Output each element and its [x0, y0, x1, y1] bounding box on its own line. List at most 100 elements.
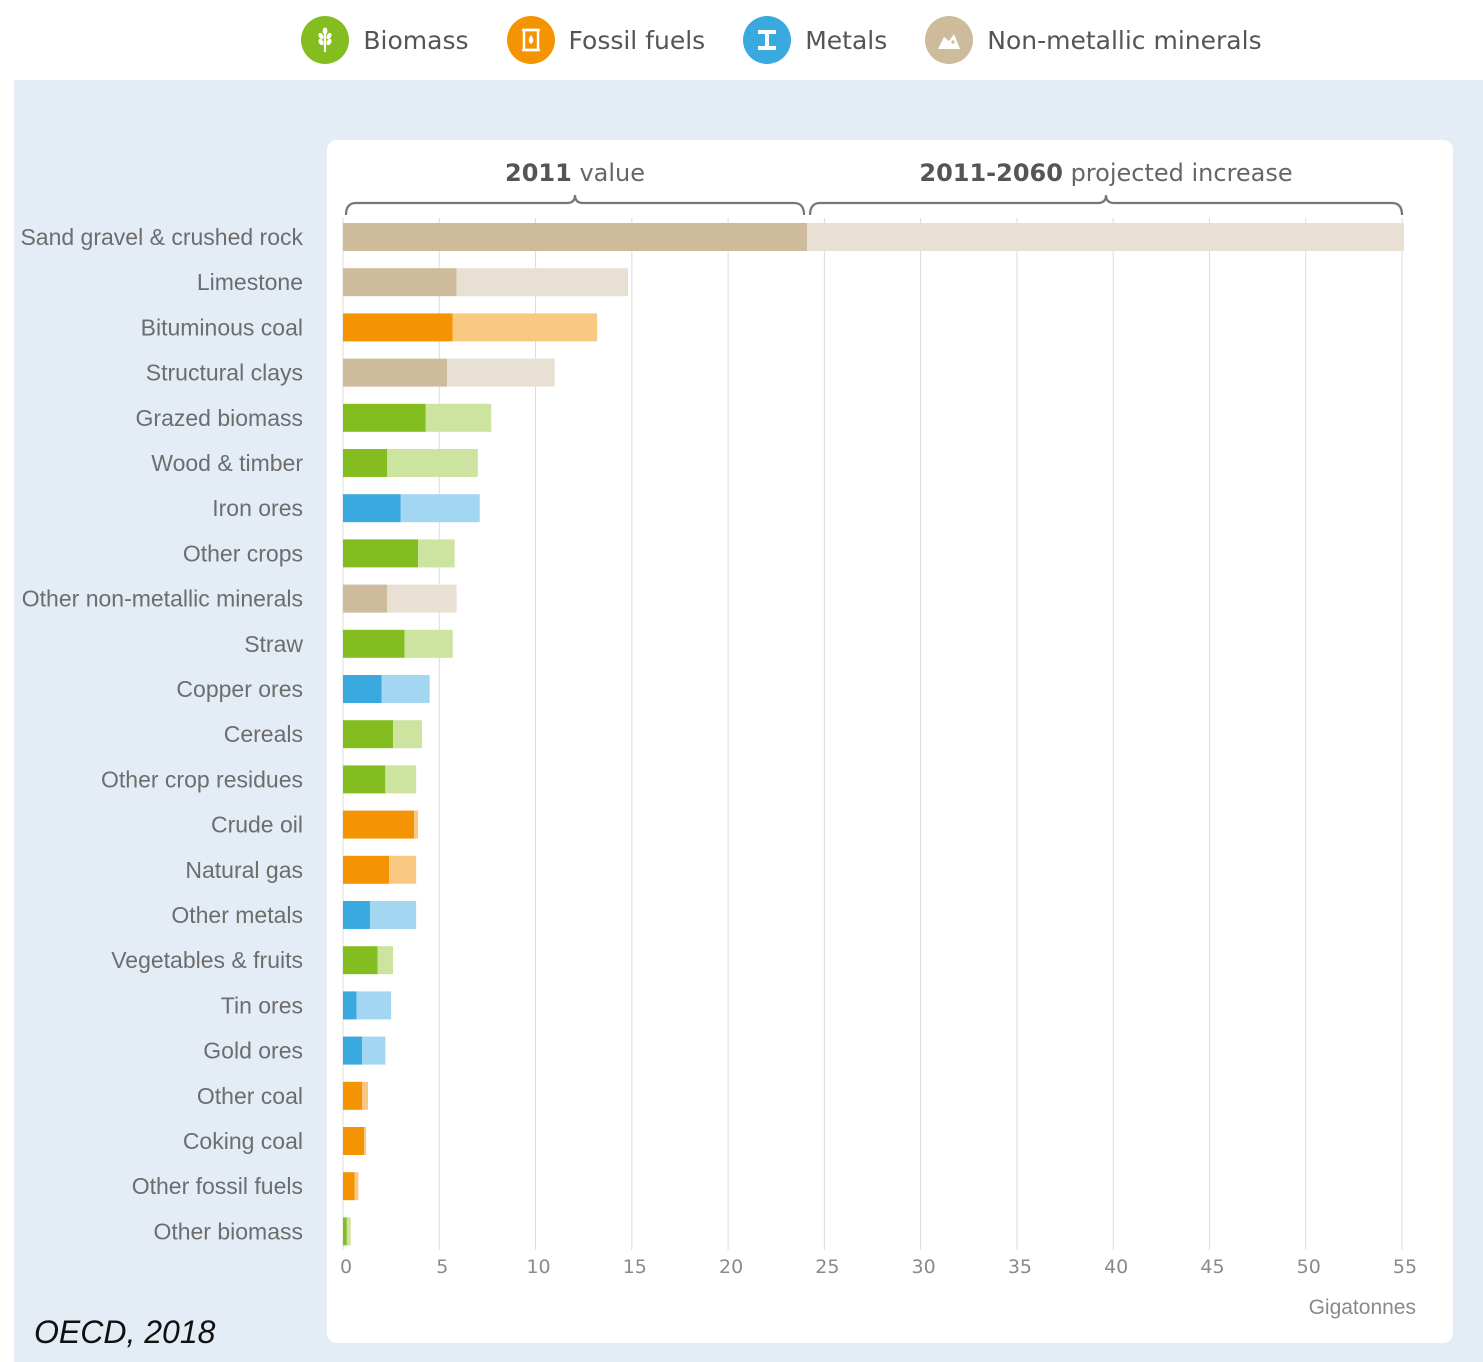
x-tick-label: 20: [719, 1256, 743, 1278]
bar-projected-increase: [456, 268, 628, 297]
legend-item-non-metallic-minerals: Non-metallic minerals: [925, 16, 1262, 64]
bar-2011-value: [343, 1036, 363, 1065]
category-label: Other metals: [171, 902, 303, 928]
bar-2011-value: [343, 810, 415, 839]
bar-projected-increase: [362, 1081, 369, 1110]
bar-projected-increase: [385, 765, 417, 794]
bar-projected-increase: [807, 223, 1404, 251]
bar-2011-value: [343, 1172, 355, 1201]
bar-projected-increase: [356, 991, 392, 1020]
category-label: Copper ores: [176, 676, 303, 702]
bar-2011-value: [343, 223, 808, 251]
bar-projected-increase: [446, 358, 555, 387]
bar-projected-increase: [425, 403, 492, 432]
bar-projected-increase: [452, 313, 598, 342]
category-label: Vegetables & fruits: [111, 947, 303, 973]
bar-2011-value: [343, 449, 388, 477]
legend-item-metals: Metals: [743, 16, 887, 64]
x-tick-label: 25: [815, 1256, 839, 1278]
category-label: Bituminous coal: [141, 314, 303, 340]
bar-projected-increase: [400, 494, 480, 523]
legend-label: Non-metallic minerals: [987, 25, 1262, 55]
bar-2011-value: [343, 675, 382, 703]
legend-item-fossil-fuels: Fossil fuels: [506, 16, 706, 64]
bar-2011-value: [343, 403, 426, 432]
bar-2011-value: [343, 268, 457, 297]
category-label: Other coal: [197, 1083, 303, 1109]
bar-2011-value: [343, 313, 453, 342]
x-tick-label: 10: [526, 1256, 550, 1278]
category-label: Crude oil: [211, 812, 303, 838]
category-label: Gold ores: [203, 1038, 303, 1064]
bar-projected-increase: [369, 901, 417, 929]
bar-projected-increase: [418, 539, 455, 568]
bar-2011-value: [343, 991, 357, 1020]
bar-2011-value: [343, 539, 419, 568]
bar-projected-increase: [414, 810, 419, 839]
bar-2011-value: [343, 1217, 347, 1246]
bracket-label-projected-increase: 2011-2060 projected increase: [919, 159, 1292, 187]
category-label: Other crop residues: [101, 766, 303, 792]
bar-2011-value: [343, 584, 388, 613]
bar-projected-increase: [346, 1217, 351, 1246]
bracket-2011-value: [344, 194, 806, 216]
x-tick-label: 15: [623, 1256, 647, 1278]
wheat-icon: [301, 16, 350, 64]
legend-label: Fossil fuels: [568, 25, 706, 55]
bar-2011-value: [343, 946, 378, 975]
bar-projected-increase: [362, 1036, 386, 1065]
x-tick-label: 35: [1008, 1256, 1032, 1278]
x-tick-label: 50: [1297, 1256, 1321, 1278]
category-label: Grazed biomass: [136, 405, 303, 431]
bar-projected-increase: [377, 946, 394, 975]
bar-projected-increase: [389, 855, 417, 884]
source-note: OECD, 2018: [34, 1314, 216, 1350]
bar-projected-increase: [364, 1127, 367, 1155]
bar-projected-increase: [404, 629, 453, 658]
category-label: Limestone: [197, 269, 303, 295]
metal-beam-icon: [743, 16, 792, 64]
bar-2011-value: [343, 855, 390, 884]
bar-2011-value: [343, 720, 394, 749]
bar-projected-increase: [354, 1172, 359, 1201]
x-tick-label: 30: [912, 1256, 936, 1278]
category-label: Straw: [244, 631, 303, 657]
legend-label: Biomass: [363, 25, 469, 55]
x-tick-label: 55: [1393, 1256, 1417, 1278]
x-tick-label: 45: [1200, 1256, 1224, 1278]
category-label: Sand gravel & crushed rock: [20, 224, 303, 250]
category-label: Cereals: [224, 721, 303, 747]
bracket-label-2011-value: 2011 value: [505, 159, 645, 187]
legend-item-biomass: Biomass: [301, 16, 469, 64]
category-label: Other biomass: [153, 1218, 303, 1244]
bar-2011-value: [343, 494, 401, 523]
category-label: Structural clays: [146, 360, 303, 386]
bar-2011-value: [343, 629, 405, 658]
rocks-icon: [925, 16, 974, 64]
bar-2011-value: [343, 765, 386, 794]
category-label: Natural gas: [185, 857, 303, 883]
category-label: Coking coal: [183, 1128, 303, 1154]
bar-2011-value: [343, 1081, 363, 1110]
oil-barrel-icon: [506, 16, 555, 64]
bar-2011-value: [343, 358, 447, 387]
bar-projected-increase: [387, 449, 478, 477]
category-label: Wood & timber: [151, 450, 303, 476]
bar-projected-increase: [387, 584, 457, 613]
bar-projected-increase: [393, 720, 422, 749]
x-tick-label: 5: [436, 1256, 448, 1278]
category-label: Other fossil fuels: [132, 1173, 303, 1199]
category-label: Iron ores: [212, 495, 303, 521]
bar-projected-increase: [381, 675, 430, 703]
category-label: Other crops: [183, 540, 303, 566]
bar-2011-value: [343, 901, 370, 929]
category-label: Other non-metallic minerals: [22, 586, 303, 612]
bar-2011-value: [343, 1127, 365, 1155]
category-label: Tin ores: [221, 992, 303, 1018]
x-axis-label: Gigatonnes: [1309, 1296, 1416, 1319]
x-tick-label: 40: [1104, 1256, 1128, 1278]
legend: Biomass Fossil fuels Metals Non-metallic mi…: [0, 0, 1483, 80]
x-tick-label: 0: [340, 1256, 352, 1278]
legend-label: Metals: [805, 25, 888, 55]
